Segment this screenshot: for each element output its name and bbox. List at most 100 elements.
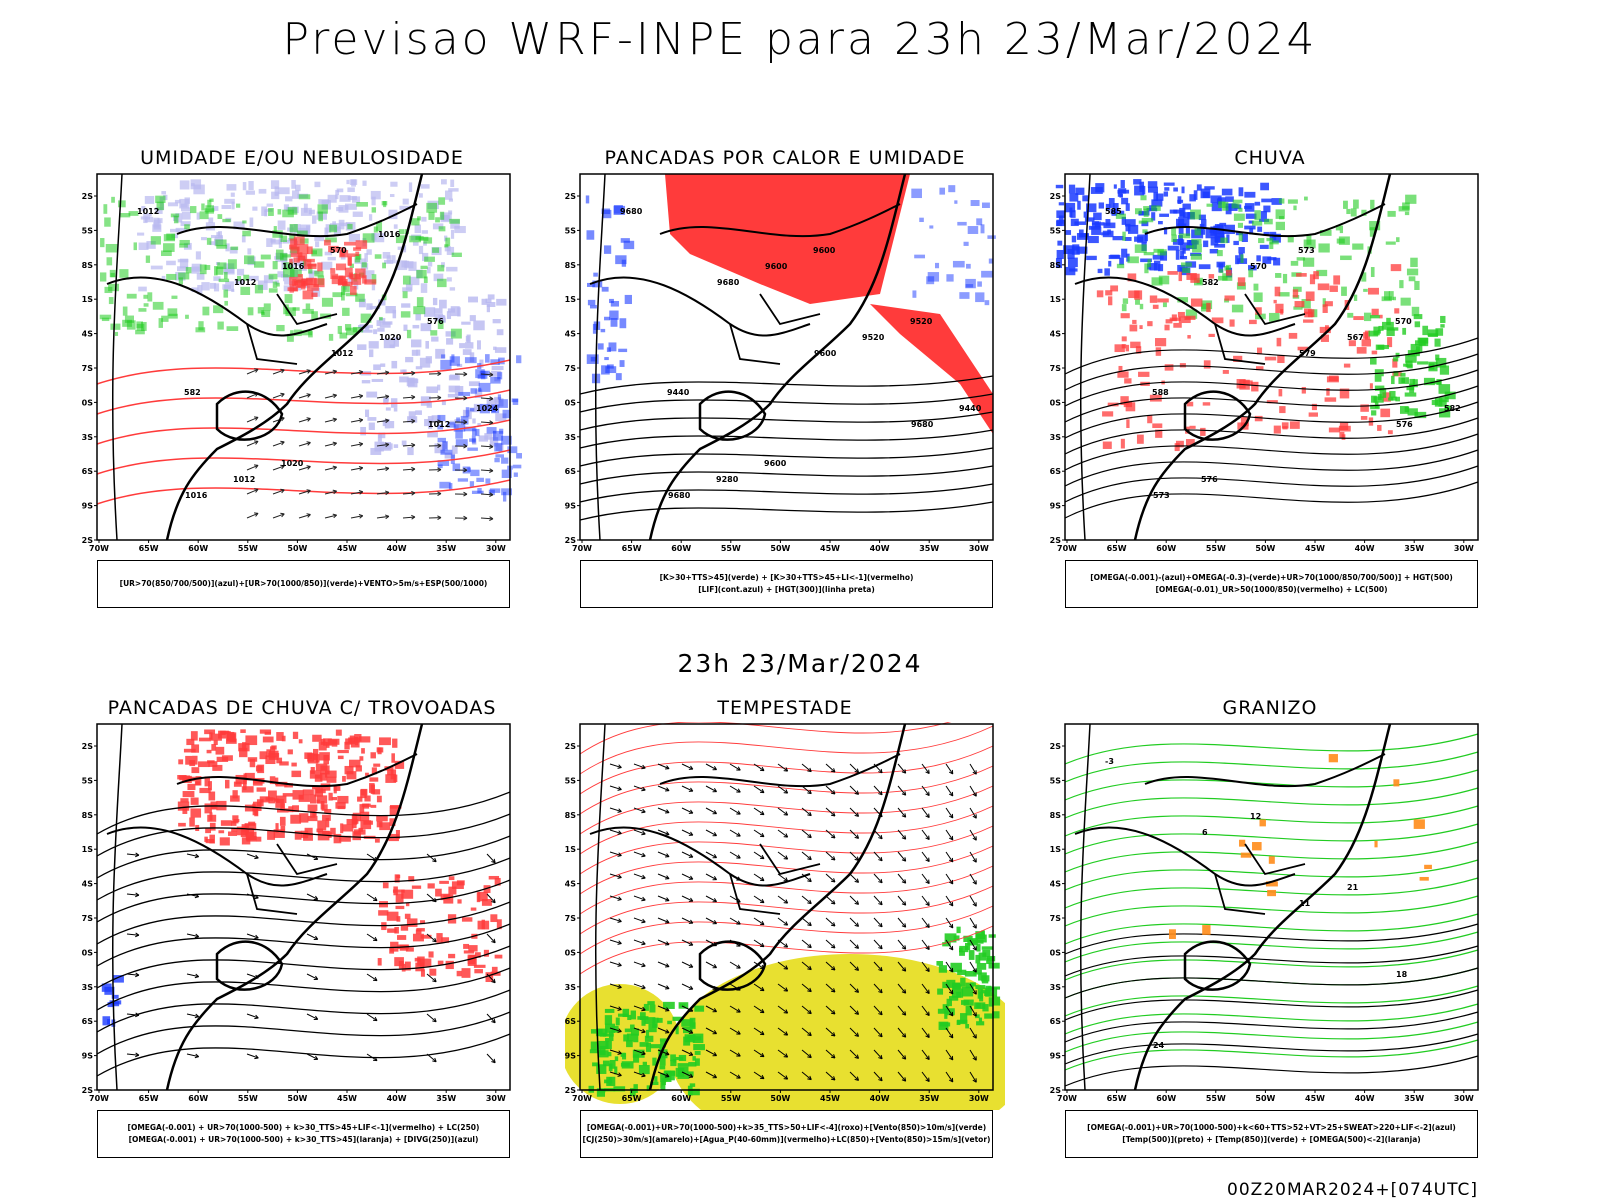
lon-tick-label: 45W bbox=[820, 544, 840, 553]
contour-label: 1020 bbox=[281, 459, 304, 468]
lat-tick-label: 42S bbox=[82, 1086, 93, 1095]
panel-tempestade: TEMPESTADE 12S 15S 18S 21S 24S 27S 30S 33S 36S 39… bbox=[565, 697, 1005, 1182]
lon-tick-label: 35W bbox=[919, 1094, 939, 1103]
contour-label: 9520 bbox=[910, 317, 933, 326]
low-level-moisture bbox=[99, 194, 462, 342]
lon-tick-label: 45W bbox=[1305, 544, 1325, 553]
contour-label: 1016 bbox=[378, 230, 401, 239]
weather-map: 12S 15S 18S 21S 24S 27S 30S 33S 36S 39S 42S70W 65W 6… bbox=[565, 722, 1005, 1110]
contour-label: 576 bbox=[1396, 420, 1413, 429]
lat-tick-label: 42S bbox=[565, 536, 576, 545]
contour-label: 1012 bbox=[331, 349, 353, 358]
lat-tick-label: 33S bbox=[565, 983, 576, 992]
lon-tick-label: 30W bbox=[969, 1094, 989, 1103]
contour-label: 582 bbox=[1444, 404, 1461, 413]
lat-tick-label: 36S bbox=[1050, 1017, 1061, 1026]
lat-tick-label: 27S bbox=[1050, 914, 1061, 923]
thunderstorm-red-area bbox=[177, 729, 405, 846]
lon-tick-label: 40W bbox=[1355, 1094, 1375, 1103]
lon-tick-label: 55W bbox=[238, 1094, 258, 1103]
lon-tick-label: 55W bbox=[721, 1094, 741, 1103]
lat-tick-label: 18S bbox=[565, 261, 576, 270]
lat-tick-label: 18S bbox=[1050, 261, 1061, 270]
lon-tick-label: 50W bbox=[770, 1094, 790, 1103]
contour-lines bbox=[579, 375, 994, 521]
lon-tick-label: 55W bbox=[721, 544, 741, 553]
lat-tick-label: 39S bbox=[1050, 1052, 1061, 1061]
lon-tick-label: 35W bbox=[436, 544, 456, 553]
legend-line: [K>30+TTS>45](verde) + [K>30+TTS>45+LI<-… bbox=[659, 573, 914, 582]
omega-green-area bbox=[1115, 194, 1420, 322]
lat-tick-label: 15S bbox=[82, 776, 93, 785]
map-legend: [OMEGA(-0.001)+UR>70(1000-500)+k<60+TTS>… bbox=[1065, 1110, 1478, 1158]
contour-labels: 585 582 579 576 573 570 567 582 576 573 570 588 bbox=[1105, 207, 1461, 500]
lon-tick-label: 65W bbox=[622, 1094, 642, 1103]
lat-tick-label: 24S bbox=[1050, 880, 1061, 889]
contour-label: 1012 bbox=[137, 207, 159, 216]
contour-label: 579 bbox=[1299, 349, 1316, 358]
lon-tick-label: 70W bbox=[89, 1094, 109, 1103]
contour-label: 573 bbox=[1298, 246, 1315, 255]
lat-tick-label: 12S bbox=[565, 742, 576, 751]
lat-tick-label: 21S bbox=[565, 845, 576, 854]
lat-tick-label: 30S bbox=[1050, 948, 1061, 957]
weather-map: -36111824122112S15S18S21S24S27S30S33S36S… bbox=[1050, 723, 1479, 1103]
lat-tick-label: 12S bbox=[1050, 192, 1061, 201]
lat-tick-label: 33S bbox=[82, 983, 93, 992]
lon-tick-label: 60W bbox=[671, 544, 691, 553]
map-legend: [K>30+TTS>45](verde) + [K>30+TTS>45+LI<-… bbox=[580, 560, 993, 608]
lon-tick-label: 60W bbox=[671, 1094, 691, 1103]
lat-tick-label: 27S bbox=[565, 914, 576, 923]
lon-tick-label: 70W bbox=[1057, 1094, 1077, 1103]
lat-tick-label: 33S bbox=[1050, 433, 1061, 442]
contour-label: 9680 bbox=[620, 207, 643, 216]
lat-tick-label: 36S bbox=[82, 1017, 93, 1026]
lat-tick-label: 15S bbox=[565, 226, 576, 235]
contour-label: 9280 bbox=[716, 475, 739, 484]
weather-map: 12S 15S 18S 21S 24S 27S 30S 33S 36S 39S 42S70W 65W 6… bbox=[82, 723, 511, 1103]
map-axes: 12S 15S 18S 21S 24S 27S 30S 33S 36S 39S 42S70W 65W 6… bbox=[1050, 173, 1479, 553]
contour-label: 9600 bbox=[814, 349, 837, 358]
contour-label: 573 bbox=[1153, 491, 1170, 500]
contour-label: 24 bbox=[1153, 1041, 1165, 1050]
lat-tick-label: 33S bbox=[82, 433, 93, 442]
contour-label: 21 bbox=[1347, 883, 1359, 892]
contour-label: 9440 bbox=[959, 404, 982, 413]
lon-tick-label: 30W bbox=[1454, 544, 1474, 553]
map-axes: 12S 15S 18S 21S 24S 27S 30S 33S 36S 39S 42S70W 65W 6… bbox=[82, 723, 511, 1103]
lat-tick-label: 21S bbox=[1050, 845, 1061, 854]
lat-tick-label: 30S bbox=[1050, 398, 1061, 407]
contour-label: 9680 bbox=[911, 420, 934, 429]
contour-labels: 9680 9680 9600 9680 9680 9600 9520 9440 9280 9600… bbox=[620, 207, 982, 500]
lon-tick-label: 45W bbox=[1305, 1094, 1325, 1103]
lon-tick-label: 55W bbox=[238, 544, 258, 553]
contour-label: 585 bbox=[1105, 207, 1122, 216]
contour-label: 1020 bbox=[379, 333, 402, 342]
legend-line: [OMEGA(-0.001)+UR>70(1000-500)+k<60+TTS>… bbox=[1087, 1123, 1456, 1132]
lon-tick-label: 65W bbox=[139, 544, 159, 553]
panel-title: GRANIZO bbox=[1222, 697, 1318, 719]
contour-label: 570 bbox=[330, 246, 347, 255]
lon-tick-label: 55W bbox=[1206, 1094, 1226, 1103]
lat-tick-label: 30S bbox=[82, 398, 93, 407]
convection-red-area bbox=[665, 174, 910, 304]
lat-tick-label: 18S bbox=[82, 811, 93, 820]
contour-label: 9680 bbox=[668, 491, 691, 500]
contour-label: 576 bbox=[427, 317, 444, 326]
lat-tick-label: 12S bbox=[82, 192, 93, 201]
contour-label: 1012 bbox=[234, 278, 256, 287]
map-background bbox=[97, 724, 510, 1090]
lat-tick-label: 30S bbox=[565, 948, 576, 957]
omega-orange bbox=[1169, 754, 1432, 940]
map-legend: [OMEGA(-0.001) + UR>70(1000-500) + k>30_… bbox=[97, 1110, 510, 1158]
lat-tick-label: 24S bbox=[82, 880, 93, 889]
lat-tick-label: 18S bbox=[1050, 811, 1061, 820]
coastline-borders bbox=[106, 173, 424, 541]
lon-tick-label: 60W bbox=[1156, 1094, 1176, 1103]
lon-tick-label: 40W bbox=[870, 544, 890, 553]
contour-labels: 1012 1012 1012 1012 1016 1016 1020 1024 1012 570 5… bbox=[137, 207, 499, 500]
panel-trovoadas: PANCADAS DE CHUVA C/ TROVOADAS 12S 15S 18S… bbox=[82, 697, 522, 1182]
lat-tick-label: 21S bbox=[82, 295, 93, 304]
contour-label: 9600 bbox=[813, 246, 836, 255]
lon-tick-label: 55W bbox=[1206, 544, 1226, 553]
